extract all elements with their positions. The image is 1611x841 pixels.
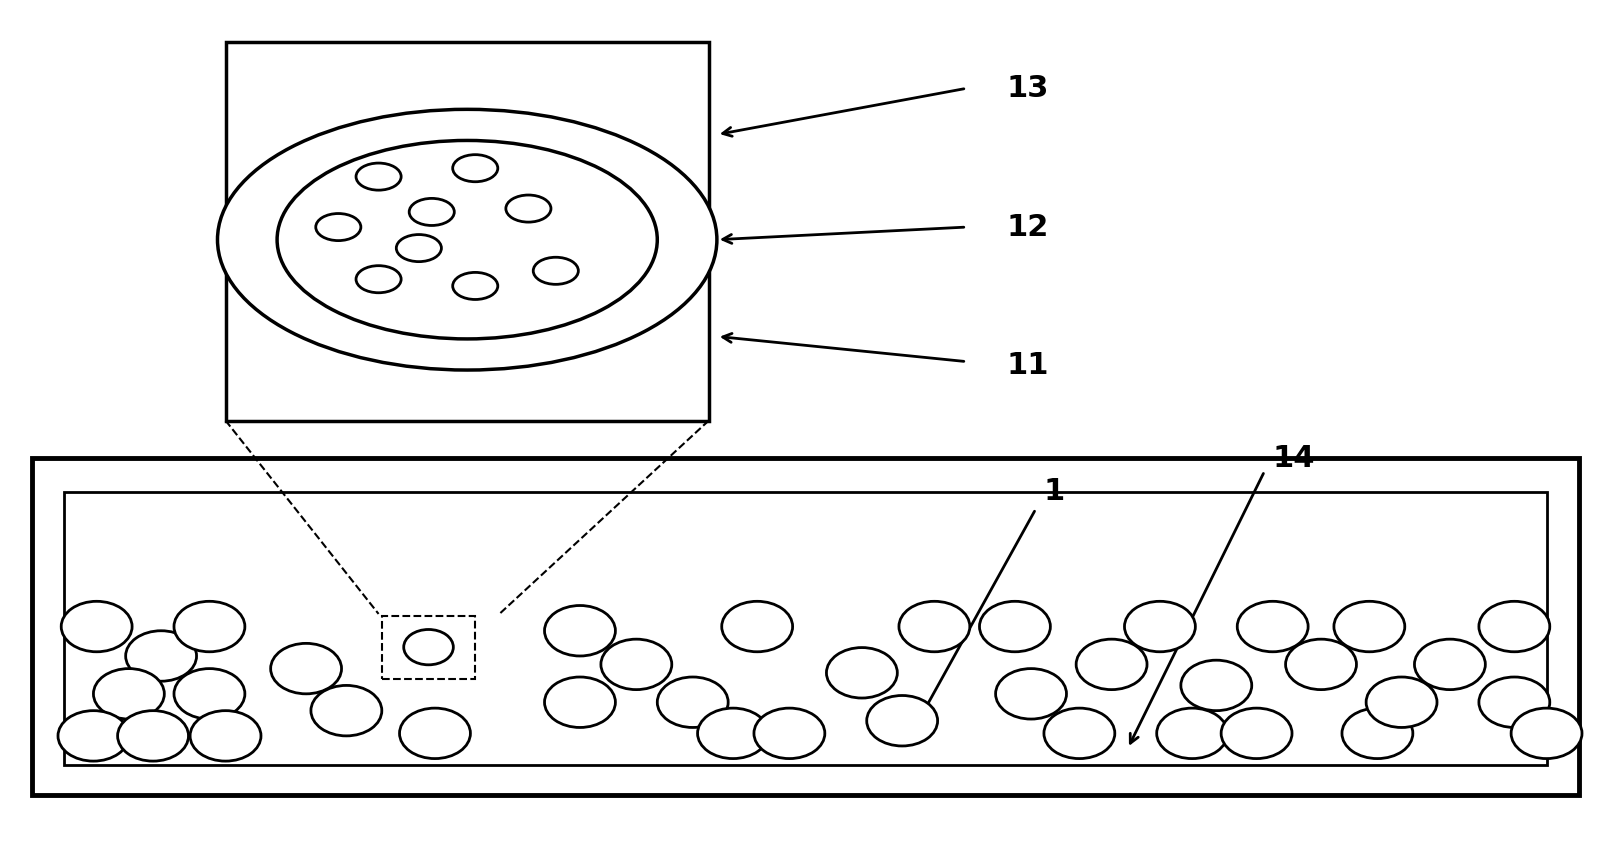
Ellipse shape [409,198,454,225]
Ellipse shape [356,266,401,293]
Ellipse shape [1044,708,1115,759]
Ellipse shape [657,677,728,727]
Ellipse shape [61,601,132,652]
Ellipse shape [1334,601,1405,652]
Ellipse shape [311,685,382,736]
Ellipse shape [174,669,245,719]
Ellipse shape [126,631,197,681]
Ellipse shape [979,601,1050,652]
Text: 12: 12 [1007,213,1049,241]
Bar [226,42,709,420]
Ellipse shape [601,639,672,690]
Ellipse shape [1366,677,1437,727]
Ellipse shape [400,708,470,759]
Ellipse shape [356,163,401,190]
Ellipse shape [1157,708,1228,759]
Ellipse shape [396,235,441,262]
Bar [64,492,1547,765]
Ellipse shape [1479,601,1550,652]
Ellipse shape [1511,708,1582,759]
Bar [32,458,1579,795]
Ellipse shape [754,708,825,759]
Text: 11: 11 [1007,352,1049,380]
Ellipse shape [899,601,970,652]
Bar [382,616,475,679]
Ellipse shape [1076,639,1147,690]
Ellipse shape [1414,639,1485,690]
Ellipse shape [453,155,498,182]
Ellipse shape [316,214,361,241]
Text: 1: 1 [1044,478,1065,506]
Ellipse shape [1221,708,1292,759]
Ellipse shape [826,648,897,698]
Ellipse shape [545,677,615,727]
Ellipse shape [93,669,164,719]
Ellipse shape [1237,601,1308,652]
Ellipse shape [1286,639,1356,690]
Ellipse shape [58,711,129,761]
Ellipse shape [174,601,245,652]
Ellipse shape [698,708,768,759]
Ellipse shape [722,601,793,652]
Ellipse shape [217,109,717,370]
Ellipse shape [1479,677,1550,727]
Ellipse shape [867,696,938,746]
Ellipse shape [996,669,1066,719]
Ellipse shape [277,140,657,339]
Ellipse shape [271,643,342,694]
Ellipse shape [1181,660,1252,711]
Ellipse shape [545,606,615,656]
Ellipse shape [453,272,498,299]
Ellipse shape [190,711,261,761]
Text: 14: 14 [1273,444,1315,473]
Ellipse shape [1124,601,1195,652]
Text: 13: 13 [1007,74,1049,103]
Ellipse shape [404,629,453,664]
Ellipse shape [118,711,188,761]
Ellipse shape [533,257,578,284]
Ellipse shape [506,195,551,222]
Ellipse shape [1342,708,1413,759]
